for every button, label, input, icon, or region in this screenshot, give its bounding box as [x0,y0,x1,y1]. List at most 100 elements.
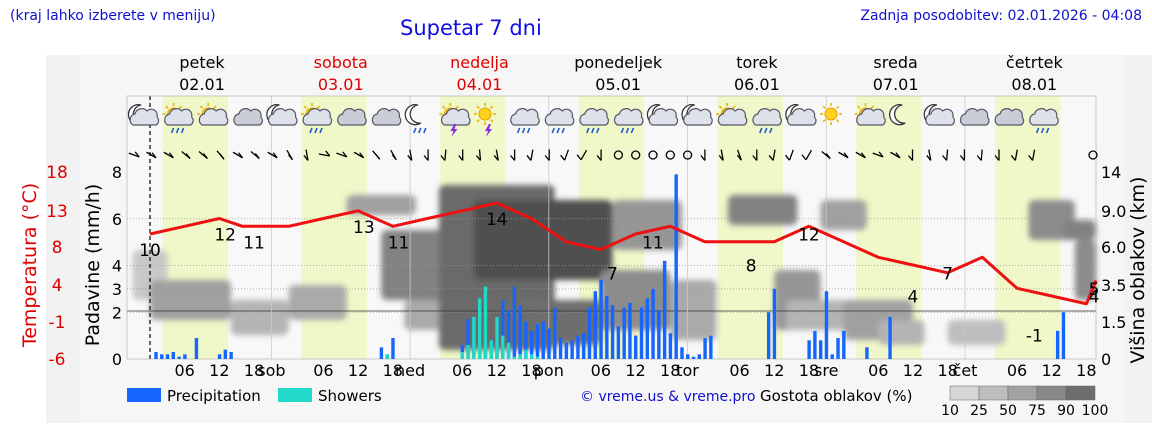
cloud-density-step: 75 [1028,403,1046,419]
precipitation-bar [466,319,470,359]
x-tick-label: 12 [209,361,229,380]
precipitation-bar [599,279,603,359]
cloud-height-tick: 6.0 [1101,238,1126,257]
wind-barb-icon [736,149,742,161]
cloud-icon [959,108,990,126]
day-date: 05.01 [595,75,641,94]
day-name: nedelja [450,53,509,72]
temperature-value-label: 4 [1089,288,1100,308]
wind-barb-icon [544,149,550,161]
precipitation-bar [622,307,626,359]
precipitation-bar [501,300,505,359]
x-tick-label: 12 [1042,361,1062,380]
day-name: ponedeljek [574,53,663,72]
precipitation-bar [842,330,846,359]
temperature-value-label: 8 [746,257,757,277]
showers-bar [524,349,528,359]
precipitation-bar [576,335,580,359]
temperature-tick: 13 [46,202,68,222]
precipitation-bar [1055,330,1060,359]
precipitation-bar [662,260,667,359]
day-date: 04.01 [457,75,503,94]
showers-bar [489,340,493,359]
wind-barb-icon [838,151,849,159]
showers-bar [506,342,511,359]
x-tick-label: 18 [660,361,680,380]
x-tick-label: 18 [244,361,264,380]
wind-calm-icon [682,150,693,160]
wind-barb-icon [768,149,776,161]
showers-legend-label: Showers [318,387,382,405]
cloud-density-area [1074,240,1096,300]
precipitation-bar [697,354,701,359]
precipitation-bar [518,305,522,359]
cloud-height-tick: 9.0 [1101,202,1126,221]
wind-barb-icon [821,150,831,160]
precipitation-bar [668,333,673,359]
cloud-height-tick: 3.5 [1101,276,1126,295]
wind-barb-icon [959,149,966,161]
precipitation-bar [593,291,597,359]
day-date: 08.01 [1011,75,1057,94]
wind-barb-icon [718,149,724,161]
region-menu-hint[interactable]: (kraj lahko izberete v meniju) [10,8,216,24]
wind-barb-icon [801,149,813,161]
precipitation-bar [1061,312,1066,359]
x-tick-label: ned [395,361,425,380]
x-tick-label: 18 [799,361,819,380]
sun-storm-icon [474,103,496,137]
precipitation-bar [512,286,517,359]
precipitation-bar [547,328,551,359]
temperature-value-label: -1 [1026,326,1043,346]
precipitation-bar [634,335,638,359]
cloud-density-swatch [1065,385,1096,401]
precipitation-bar [772,288,777,359]
cloud-density-area [1063,220,1096,240]
wind-barb-icon [216,150,225,160]
sun-cloud-rain-icon [301,103,333,134]
showers-bar [483,286,488,359]
wind-barb-icon [700,149,706,161]
cloud-rain-icon [579,108,609,134]
precipitation-bar [830,354,834,359]
temperature-value-label: 11 [243,233,265,253]
cloud-rain-icon [1029,108,1059,134]
temperature-tick: -6 [49,350,66,370]
precipitation-bar [674,174,678,359]
day-date: 07.01 [873,75,919,94]
precipitation-bar [570,340,574,359]
cloud-density-area [728,195,798,225]
temperature-value-label: 4 [908,288,919,308]
showers-bar [529,354,534,359]
wind-barb-icon [250,150,260,160]
temperature-line [149,201,1098,306]
showers-bar [460,351,465,359]
precipitation-bar [628,302,632,359]
last-updated: Zadnja posodobitev: 02.01.2026 - 04:08 [860,8,1142,24]
wind-barb-icon [976,149,983,161]
wind-barb-icon [872,151,884,158]
temperature-value-label: 7 [607,264,618,284]
precipitation-bar [171,351,176,359]
wind-barb-icon [181,150,191,160]
cloud-rain-icon [544,108,575,134]
wind-barb-icon [475,149,482,161]
daylight-band [717,96,783,359]
moon-cloud-icon [266,104,298,126]
moon-cloud-icon [923,104,955,126]
precipitation-bar [651,288,655,359]
showers-bar [477,298,482,359]
wind-barb-icon [1010,149,1018,161]
day-date: 02.01 [179,75,225,94]
cloud-density-area [288,285,347,320]
x-tick-label: 12 [764,361,784,380]
cloud-density-swatch [1007,385,1038,401]
cloud-density-swatch [978,385,1009,401]
showers-swatch [278,388,312,402]
cloud-density-swatch [1036,385,1067,401]
precipitation-bar [217,354,222,359]
precip-tick: 3 [112,280,122,299]
precipitation-bar [183,354,187,359]
x-tick-label: 18 [1076,361,1096,380]
x-tick-label: 12 [487,361,507,380]
